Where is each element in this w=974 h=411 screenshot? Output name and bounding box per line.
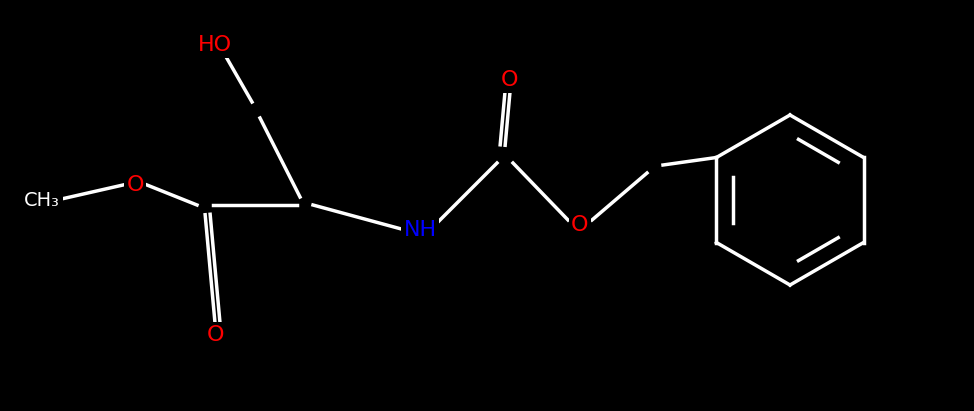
Text: O: O xyxy=(127,175,144,195)
Text: CH₃: CH₃ xyxy=(24,191,60,210)
Text: O: O xyxy=(571,215,588,235)
Text: O: O xyxy=(502,70,519,90)
Text: NH: NH xyxy=(403,220,436,240)
Text: HO: HO xyxy=(198,35,232,55)
Text: O: O xyxy=(206,325,224,345)
